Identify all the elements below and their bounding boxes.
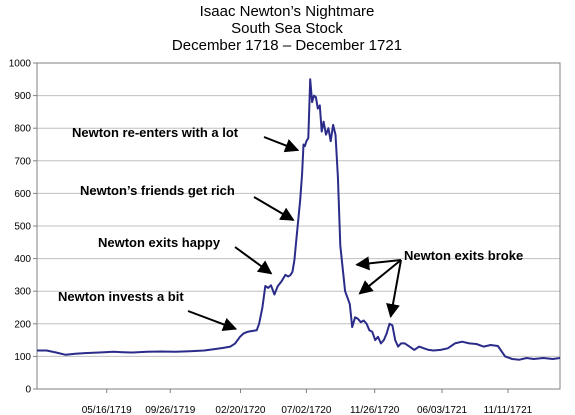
annotations: Newton invests a bit Newton exits happy Ne… [58,125,523,332]
annotation: Newton’s friends get rich [80,183,295,221]
y-tick-label: 400 [14,254,31,265]
x-axis: 05/16/1719 09/26/1719 02/20/1720 07/02/1720… [82,389,533,415]
y-tick-label: 800 [14,124,31,135]
y-axis: 0 100 200 300 400 500 600 700 800 900 1000 [9,59,37,396]
annotation-label: Newton exits happy [98,235,221,250]
annotation-arrow [187,310,238,332]
annotation-label: Newton re-enters with a lot [72,125,239,140]
y-tick-label: 200 [14,319,31,330]
y-tick-label: 900 [14,91,31,102]
annotation-arrow [355,256,402,271]
title-line-2: South Sea Stock [231,20,343,37]
y-tick-label: 100 [14,352,31,363]
annotation: Newton invests a bit [58,289,238,332]
y-tick-label: 300 [14,287,31,298]
x-tick-label: 05/16/1719 [82,405,132,415]
y-tick-label: 1000 [9,59,32,70]
annotation-arrow [253,196,295,221]
annotation-arrow [263,136,300,153]
y-tick-label: 0 [25,385,31,396]
annotation-arrow [234,246,273,275]
title-line-1: Isaac Newton’s Nightmare [200,3,375,20]
x-tick-label: 07/02/1720 [281,405,331,415]
chart-title: Isaac Newton’s Nightmare South Sea Stock… [172,3,402,54]
x-tick-label: 11/26/1720 [350,405,400,415]
title-line-3: December 1718 – December 1721 [172,37,402,54]
annotation-arrow [386,259,402,318]
x-tick-label: 09/26/1719 [145,405,195,415]
annotation-label: Newton exits broke [404,248,523,263]
annotation: Newton exits broke [355,248,523,318]
x-tick-label: 06/03/1721 [417,405,467,415]
x-tick-label: 02/20/1720 [215,405,265,415]
annotation-arrow [358,259,402,295]
y-tick-label: 600 [14,189,31,200]
annotation-label: Newton’s friends get rich [80,183,235,198]
annotation: Newton re-enters with a lot [72,125,300,153]
y-tick-label: 500 [14,222,31,233]
y-tick-label: 700 [14,156,31,167]
x-tick-label: 11/11/1721 [484,405,533,415]
annotation: Newton exits happy [98,235,273,275]
annotation-label: Newton invests a bit [58,289,184,304]
series-line-south-sea-stock [37,78,561,361]
